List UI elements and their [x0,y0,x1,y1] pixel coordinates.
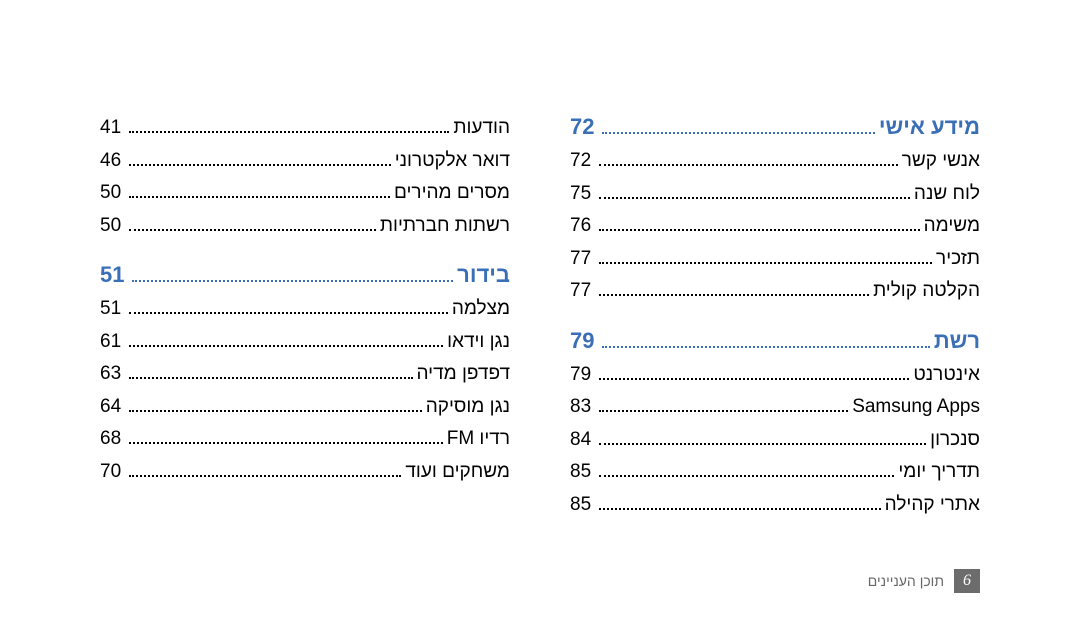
toc-entry-line: Samsung Apps 83 [570,393,980,422]
toc-page-number: 51 [100,295,125,324]
toc-label: תזכיר [936,245,980,274]
toc-label: נגן וידאו [447,328,510,357]
toc-right-column: הודעות41דואר אלקטרוני46מסרים מהירים50רשת… [100,110,510,523]
toc-label: נגן מוסיקה [426,393,510,422]
toc-leader-dots [599,218,919,231]
toc-entry-line: מסרים מהירים 50 [100,179,510,208]
toc-page-number: 61 [100,328,125,357]
toc-label: Samsung Apps [852,393,980,422]
toc-label: מידע אישי [879,110,980,143]
toc-leader-dots [132,267,453,282]
toc-entry-line: נגן וידאו 61 [100,328,510,357]
toc-leader-dots [599,431,926,444]
toc-leader-dots [602,119,874,134]
toc-leader-dots [129,431,443,444]
toc-page-number: 72 [570,110,598,143]
toc-leader-dots [599,185,910,198]
toc-label: אינטרנט [913,361,980,390]
toc-entry-line: משחקים ועוד 70 [100,458,510,487]
toc-entry-line: אינטרנט 79 [570,361,980,390]
toc-page-number: 85 [570,491,595,520]
toc-leader-dots [129,366,412,379]
toc-left-column: מידע אישי 72 אנשי קשר 72 לוח שנה 75 משימה 76 תזכ… [570,110,980,523]
toc-entry-line: אתרי קהילה 85 [570,491,980,520]
toc-leader-dots [599,496,881,509]
toc-label: דואר אלקטרוני [395,147,510,176]
toc-leader-dots [129,217,376,230]
toc-label: לוח שנה [914,180,980,209]
toc-label: דפדפן מדיה [417,360,511,389]
toc-label: מצלמה [452,295,510,324]
toc-label: הקלטה קולית [873,277,980,306]
toc-label: בידור [457,258,510,291]
toc-label: משחקים ועוד [405,458,510,487]
toc-label: מסרים מהירים [394,179,510,208]
toc-page-number: 75 [570,180,595,209]
toc-label: סנכרון [930,426,980,455]
toc-page-number: 70 [100,458,125,487]
toc-entry-line: מצלמה 51 [100,295,510,324]
toc-leader-dots [129,333,443,346]
toc-page-number: 76 [570,212,595,241]
toc-entry-line: הקלטה קולית 77 [570,277,980,306]
toc-label: רשת [934,324,980,357]
toc-page-number: 72 [570,147,595,176]
toc-page-number: 64 [100,393,125,422]
toc-page-number: 77 [570,277,595,306]
toc-page-number: 50 [100,179,125,208]
toc-entry-line: דפדפן מדיה 63 [100,360,510,389]
toc-entry-line: אנשי קשר 72 [570,147,980,176]
toc-leader-dots [599,283,869,296]
toc-label: אתרי קהילה [885,491,980,520]
toc-section-line: מידע אישי 72 [570,110,980,143]
toc-entry-line: דואר אלקטרוני 46 [100,147,510,176]
toc-entry-line: רדיו FM 68 [100,425,510,454]
toc-leader-dots [599,464,894,477]
toc-columns: הודעות41דואר אלקטרוני46מסרים מהירים50רשת… [100,110,980,523]
toc-leader-dots [599,250,932,263]
toc-page-number: 79 [570,324,598,357]
toc-entry-line: תדריך יומי 85 [570,458,980,487]
toc-page: הודעות41דואר אלקטרוני46מסרים מהירים50רשת… [0,0,1080,633]
toc-label: רדיו FM [447,425,510,454]
toc-leader-dots [129,463,401,476]
toc-leader-dots [599,399,848,412]
toc-page-number: 46 [100,147,125,176]
toc-page-number: 41 [100,114,125,143]
toc-leader-dots [129,185,390,198]
toc-section-line: רשת 79 [570,324,980,357]
toc-leader-dots [599,366,909,379]
toc-page-number: 68 [100,425,125,454]
toc-section-line: בידור 51 [100,258,510,291]
toc-page-number: 50 [100,212,125,241]
toc-page-number: 77 [570,245,595,274]
toc-page-number: 79 [570,361,595,390]
toc-page-number: 83 [570,393,595,422]
toc-entry-line: הודעות 41 [100,114,510,143]
toc-entry-line: סנכרון 84 [570,426,980,455]
toc-label: משימה [924,212,980,241]
toc-entry-line: נגן מוסיקה 64 [100,393,510,422]
page-footer: 6 תוכן העניינים [868,569,980,593]
toc-entry-line: לוח שנה 75 [570,180,980,209]
toc-label: הודעות [453,114,510,143]
toc-leader-dots [129,301,448,314]
toc-leader-dots [129,398,422,411]
toc-entry-line: תזכיר 77 [570,245,980,274]
toc-label: תדריך יומי [898,458,980,487]
toc-leader-dots [602,332,929,347]
toc-leader-dots [129,152,391,165]
toc-page-number: 51 [100,258,128,291]
toc-label: אנשי קשר [902,147,980,176]
toc-leader-dots [129,120,449,133]
footer-page-number: 6 [954,569,980,593]
toc-entry-line: משימה 76 [570,212,980,241]
footer-label: תוכן העניינים [868,573,944,589]
toc-entry-line: רשתות חברתיות 50 [100,212,510,241]
toc-label: רשתות חברתיות [380,212,510,241]
toc-page-number: 63 [100,360,125,389]
toc-page-number: 85 [570,458,595,487]
toc-page-number: 84 [570,426,595,455]
toc-leader-dots [599,153,898,166]
